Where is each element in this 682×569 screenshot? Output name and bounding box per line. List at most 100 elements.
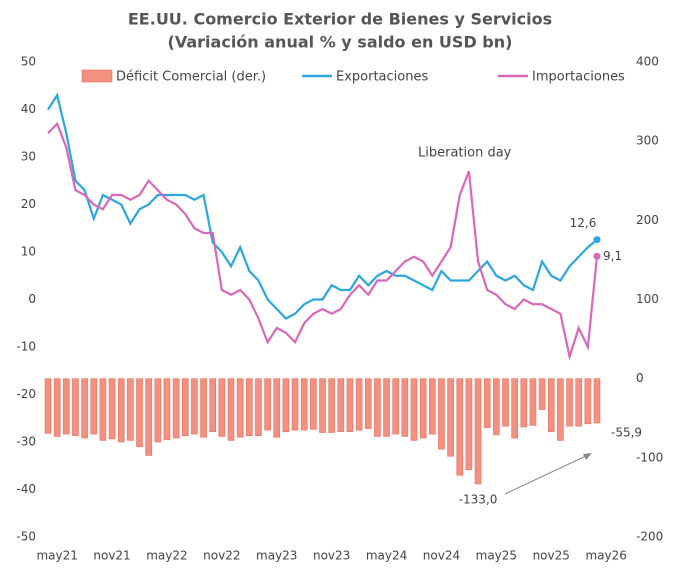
bar — [584, 378, 592, 425]
end-dot — [593, 252, 601, 260]
y-tick-label: 50 — [21, 55, 36, 69]
bar — [227, 378, 235, 441]
bar — [483, 378, 491, 429]
y-tick-label: -40 — [16, 482, 36, 496]
bar — [511, 378, 518, 439]
bar — [346, 378, 354, 433]
y2-tick-label: 200 — [636, 213, 659, 227]
data-label: -55,9 — [611, 425, 642, 439]
legend-swatch — [81, 69, 113, 83]
x-tick-label: may22 — [146, 549, 187, 563]
y-tick-label: 20 — [21, 197, 36, 211]
bar — [520, 378, 528, 428]
bar — [246, 378, 253, 436]
bar — [410, 378, 418, 441]
data-label: 9,1 — [603, 249, 622, 263]
bar — [474, 378, 482, 485]
bar — [200, 378, 207, 438]
bar — [218, 378, 226, 437]
y2-tick-label: 100 — [636, 292, 659, 306]
x-tick-label: nov23 — [313, 549, 350, 563]
bar — [401, 378, 409, 437]
bar — [493, 378, 500, 436]
x-tick-label: may21 — [36, 549, 77, 563]
bar — [529, 378, 537, 426]
bar — [136, 378, 143, 448]
bar — [209, 378, 216, 433]
bar — [438, 378, 445, 450]
bar — [90, 378, 98, 435]
y2-tick-label: 0 — [636, 371, 644, 385]
annotation: Liberation day — [418, 146, 512, 161]
bar — [44, 378, 52, 434]
bar — [337, 378, 345, 433]
bar — [593, 378, 601, 424]
legend-label: Importaciones — [532, 70, 625, 85]
y2-tick-label: -200 — [636, 530, 663, 544]
y-tick-label: -20 — [16, 387, 36, 401]
bar — [310, 378, 317, 430]
legend-label: Déficit Comercial (der.) — [116, 70, 266, 85]
y-tick-label: -50 — [16, 530, 36, 544]
bar — [154, 378, 162, 443]
bar — [364, 378, 372, 429]
bar — [428, 378, 436, 435]
bar — [419, 378, 427, 439]
bar — [547, 378, 555, 433]
y-tick-label: 0 — [28, 292, 36, 306]
y-tick-label: -10 — [16, 340, 36, 354]
bar — [264, 378, 271, 431]
y2-tick-label: 300 — [636, 134, 659, 148]
legend-label: Exportaciones — [336, 70, 428, 85]
bar — [374, 378, 381, 437]
x-tick-label: may26 — [585, 549, 626, 563]
bar — [53, 378, 61, 437]
line — [47, 121, 599, 361]
y2-tick-label: -100 — [636, 450, 663, 464]
bar — [456, 378, 464, 476]
line — [47, 92, 598, 320]
x-tick-label: nov24 — [423, 549, 460, 563]
x-tick-label: may25 — [476, 549, 517, 563]
chart-title: EE.UU. Comercio Exterior de Bienes y Ser… — [128, 10, 552, 29]
bar — [81, 378, 88, 439]
y-tick-label: 10 — [21, 245, 36, 259]
bar — [191, 378, 198, 435]
bar — [465, 378, 473, 471]
x-tick-label: may23 — [256, 549, 297, 563]
y-tick-label: 30 — [21, 150, 36, 164]
bar — [236, 378, 244, 438]
bar — [99, 378, 107, 441]
y-tick-label: 40 — [21, 102, 36, 116]
data-label: 12,6 — [570, 216, 597, 230]
arrow — [504, 454, 589, 495]
bar — [538, 378, 546, 410]
x-tick-label: may24 — [366, 549, 407, 563]
y-tick-label: -30 — [16, 435, 36, 449]
bar — [291, 378, 299, 431]
bar — [383, 378, 390, 437]
arrowhead — [583, 453, 592, 460]
bar — [72, 378, 79, 436]
bar — [62, 378, 70, 435]
bar — [392, 378, 400, 435]
bar — [300, 378, 308, 431]
bar — [447, 378, 454, 457]
x-tick-label: nov22 — [203, 549, 240, 563]
bar — [255, 378, 262, 436]
end-dot — [593, 236, 601, 244]
x-tick-label: nov25 — [533, 549, 570, 563]
bar — [172, 378, 180, 439]
x-tick-label: nov21 — [93, 549, 130, 563]
bar — [127, 378, 134, 441]
bar — [319, 378, 326, 433]
chart-subtitle: (Variación anual % y saldo en USD bn) — [168, 33, 513, 52]
bar — [108, 378, 116, 440]
bar — [502, 378, 509, 427]
bar — [273, 378, 281, 438]
bar — [145, 378, 152, 456]
bar — [181, 378, 189, 436]
bar — [566, 378, 573, 427]
bar — [575, 378, 583, 427]
